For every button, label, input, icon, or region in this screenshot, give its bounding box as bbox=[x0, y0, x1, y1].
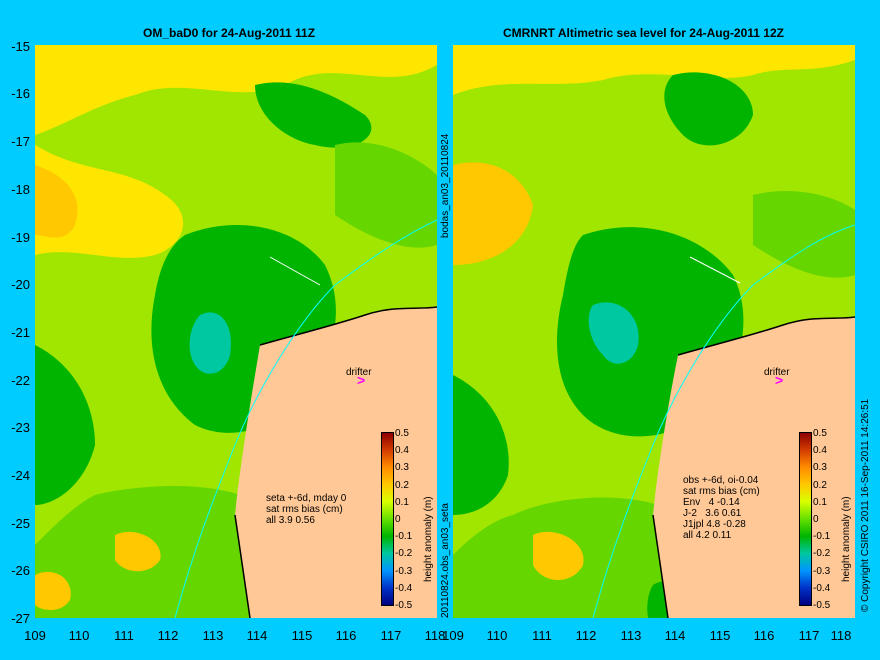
colorbar-tick: 0.4 bbox=[813, 445, 827, 456]
x-tick: 111 bbox=[114, 628, 134, 643]
colorbar-tick: -0.5 bbox=[395, 600, 413, 611]
y-tick: -23 bbox=[11, 420, 30, 435]
colorbar-label: height anomaly (m) bbox=[423, 496, 434, 582]
y-tick: -19 bbox=[11, 230, 30, 245]
left-drifter-label: drifter bbox=[346, 367, 372, 378]
colorbar-label: height anomaly (m) bbox=[841, 496, 852, 582]
x-tick: 113 bbox=[620, 628, 642, 643]
y-tick: -24 bbox=[11, 468, 30, 483]
x-tick: 117 bbox=[380, 628, 402, 643]
x-tick: 115 bbox=[291, 628, 313, 643]
obs-file-label: 20110824.obs_an03_seta bbox=[440, 503, 451, 618]
left-stats: seta +-6d, mday 0 sat rms bias (cm) all … bbox=[266, 493, 347, 526]
colorbar-tick: 0.3 bbox=[395, 462, 409, 473]
y-tick: -25 bbox=[11, 516, 30, 531]
x-tick: 117 bbox=[798, 628, 820, 643]
colorbar-tick: 0.2 bbox=[395, 480, 409, 491]
x-tick: 109 bbox=[442, 628, 464, 643]
right-map-title: CMRNRT Altimetric sea level for 24-Aug-2… bbox=[503, 26, 784, 40]
colorbar-tick: -0.4 bbox=[813, 583, 831, 594]
x-tick: 114 bbox=[664, 628, 686, 643]
x-tick: 118 bbox=[830, 628, 852, 643]
colorbar-tick: 0.5 bbox=[813, 428, 827, 439]
x-tick: 114 bbox=[246, 628, 268, 643]
right-colorbar bbox=[799, 432, 812, 606]
colorbar-tick: -0.2 bbox=[813, 548, 831, 559]
colorbar-tick: 0.2 bbox=[813, 480, 827, 491]
y-tick: -20 bbox=[11, 277, 30, 292]
left-colorbar bbox=[381, 432, 394, 606]
colorbar-tick: 0.4 bbox=[395, 445, 409, 456]
colorbar-tick: -0.1 bbox=[395, 531, 413, 542]
model-run-label: bodas_an03_20110824 bbox=[440, 133, 451, 238]
x-tick: 111 bbox=[532, 628, 552, 643]
left-map-title: OM_baD0 for 24-Aug-2011 11Z bbox=[143, 26, 316, 40]
right-stats: obs +-6d, oi-0.04 sat rms bias (cm) Env … bbox=[683, 475, 760, 541]
x-tick: 110 bbox=[68, 628, 90, 643]
y-tick: -17 bbox=[11, 134, 30, 149]
y-tick: -27 bbox=[11, 611, 30, 626]
colorbar-tick: -0.5 bbox=[813, 600, 831, 611]
x-tick: 115 bbox=[709, 628, 731, 643]
colorbar-tick: 0.1 bbox=[395, 497, 409, 508]
drifter-arrow-icon: > bbox=[357, 372, 366, 388]
x-tick: 116 bbox=[753, 628, 775, 643]
colorbar-tick: -0.4 bbox=[395, 583, 413, 594]
colorbar-tick: 0.3 bbox=[813, 462, 827, 473]
copyright-label: © Copyright CSIRO 2011 16-Sep-2011 14:26… bbox=[860, 398, 871, 612]
colorbar-tick: -0.1 bbox=[813, 531, 831, 542]
colorbar-tick: -0.3 bbox=[813, 566, 831, 577]
colorbar-tick: 0 bbox=[395, 514, 401, 525]
y-tick: -18 bbox=[11, 182, 30, 197]
y-tick: -15 bbox=[11, 39, 30, 54]
x-tick: 116 bbox=[335, 628, 357, 643]
y-tick: -21 bbox=[11, 325, 30, 340]
colorbar-tick: 0.1 bbox=[813, 497, 827, 508]
colorbar-tick: -0.3 bbox=[395, 566, 413, 577]
x-tick: 112 bbox=[157, 628, 179, 643]
left-map bbox=[35, 45, 437, 618]
right-drifter-label: drifter bbox=[764, 367, 790, 378]
colorbar-tick: 0.5 bbox=[395, 428, 409, 439]
colorbar-tick: 0 bbox=[813, 514, 819, 525]
x-tick: 118 bbox=[424, 628, 446, 643]
drifter-arrow-icon: > bbox=[775, 372, 784, 388]
colorbar-tick: -0.2 bbox=[395, 548, 413, 559]
x-tick: 109 bbox=[24, 628, 46, 643]
x-tick: 112 bbox=[575, 628, 597, 643]
y-tick: -16 bbox=[11, 86, 30, 101]
x-tick: 113 bbox=[202, 628, 224, 643]
x-tick: 110 bbox=[486, 628, 508, 643]
y-tick: -26 bbox=[11, 563, 30, 578]
y-tick: -22 bbox=[11, 373, 30, 388]
right-map bbox=[453, 45, 855, 618]
